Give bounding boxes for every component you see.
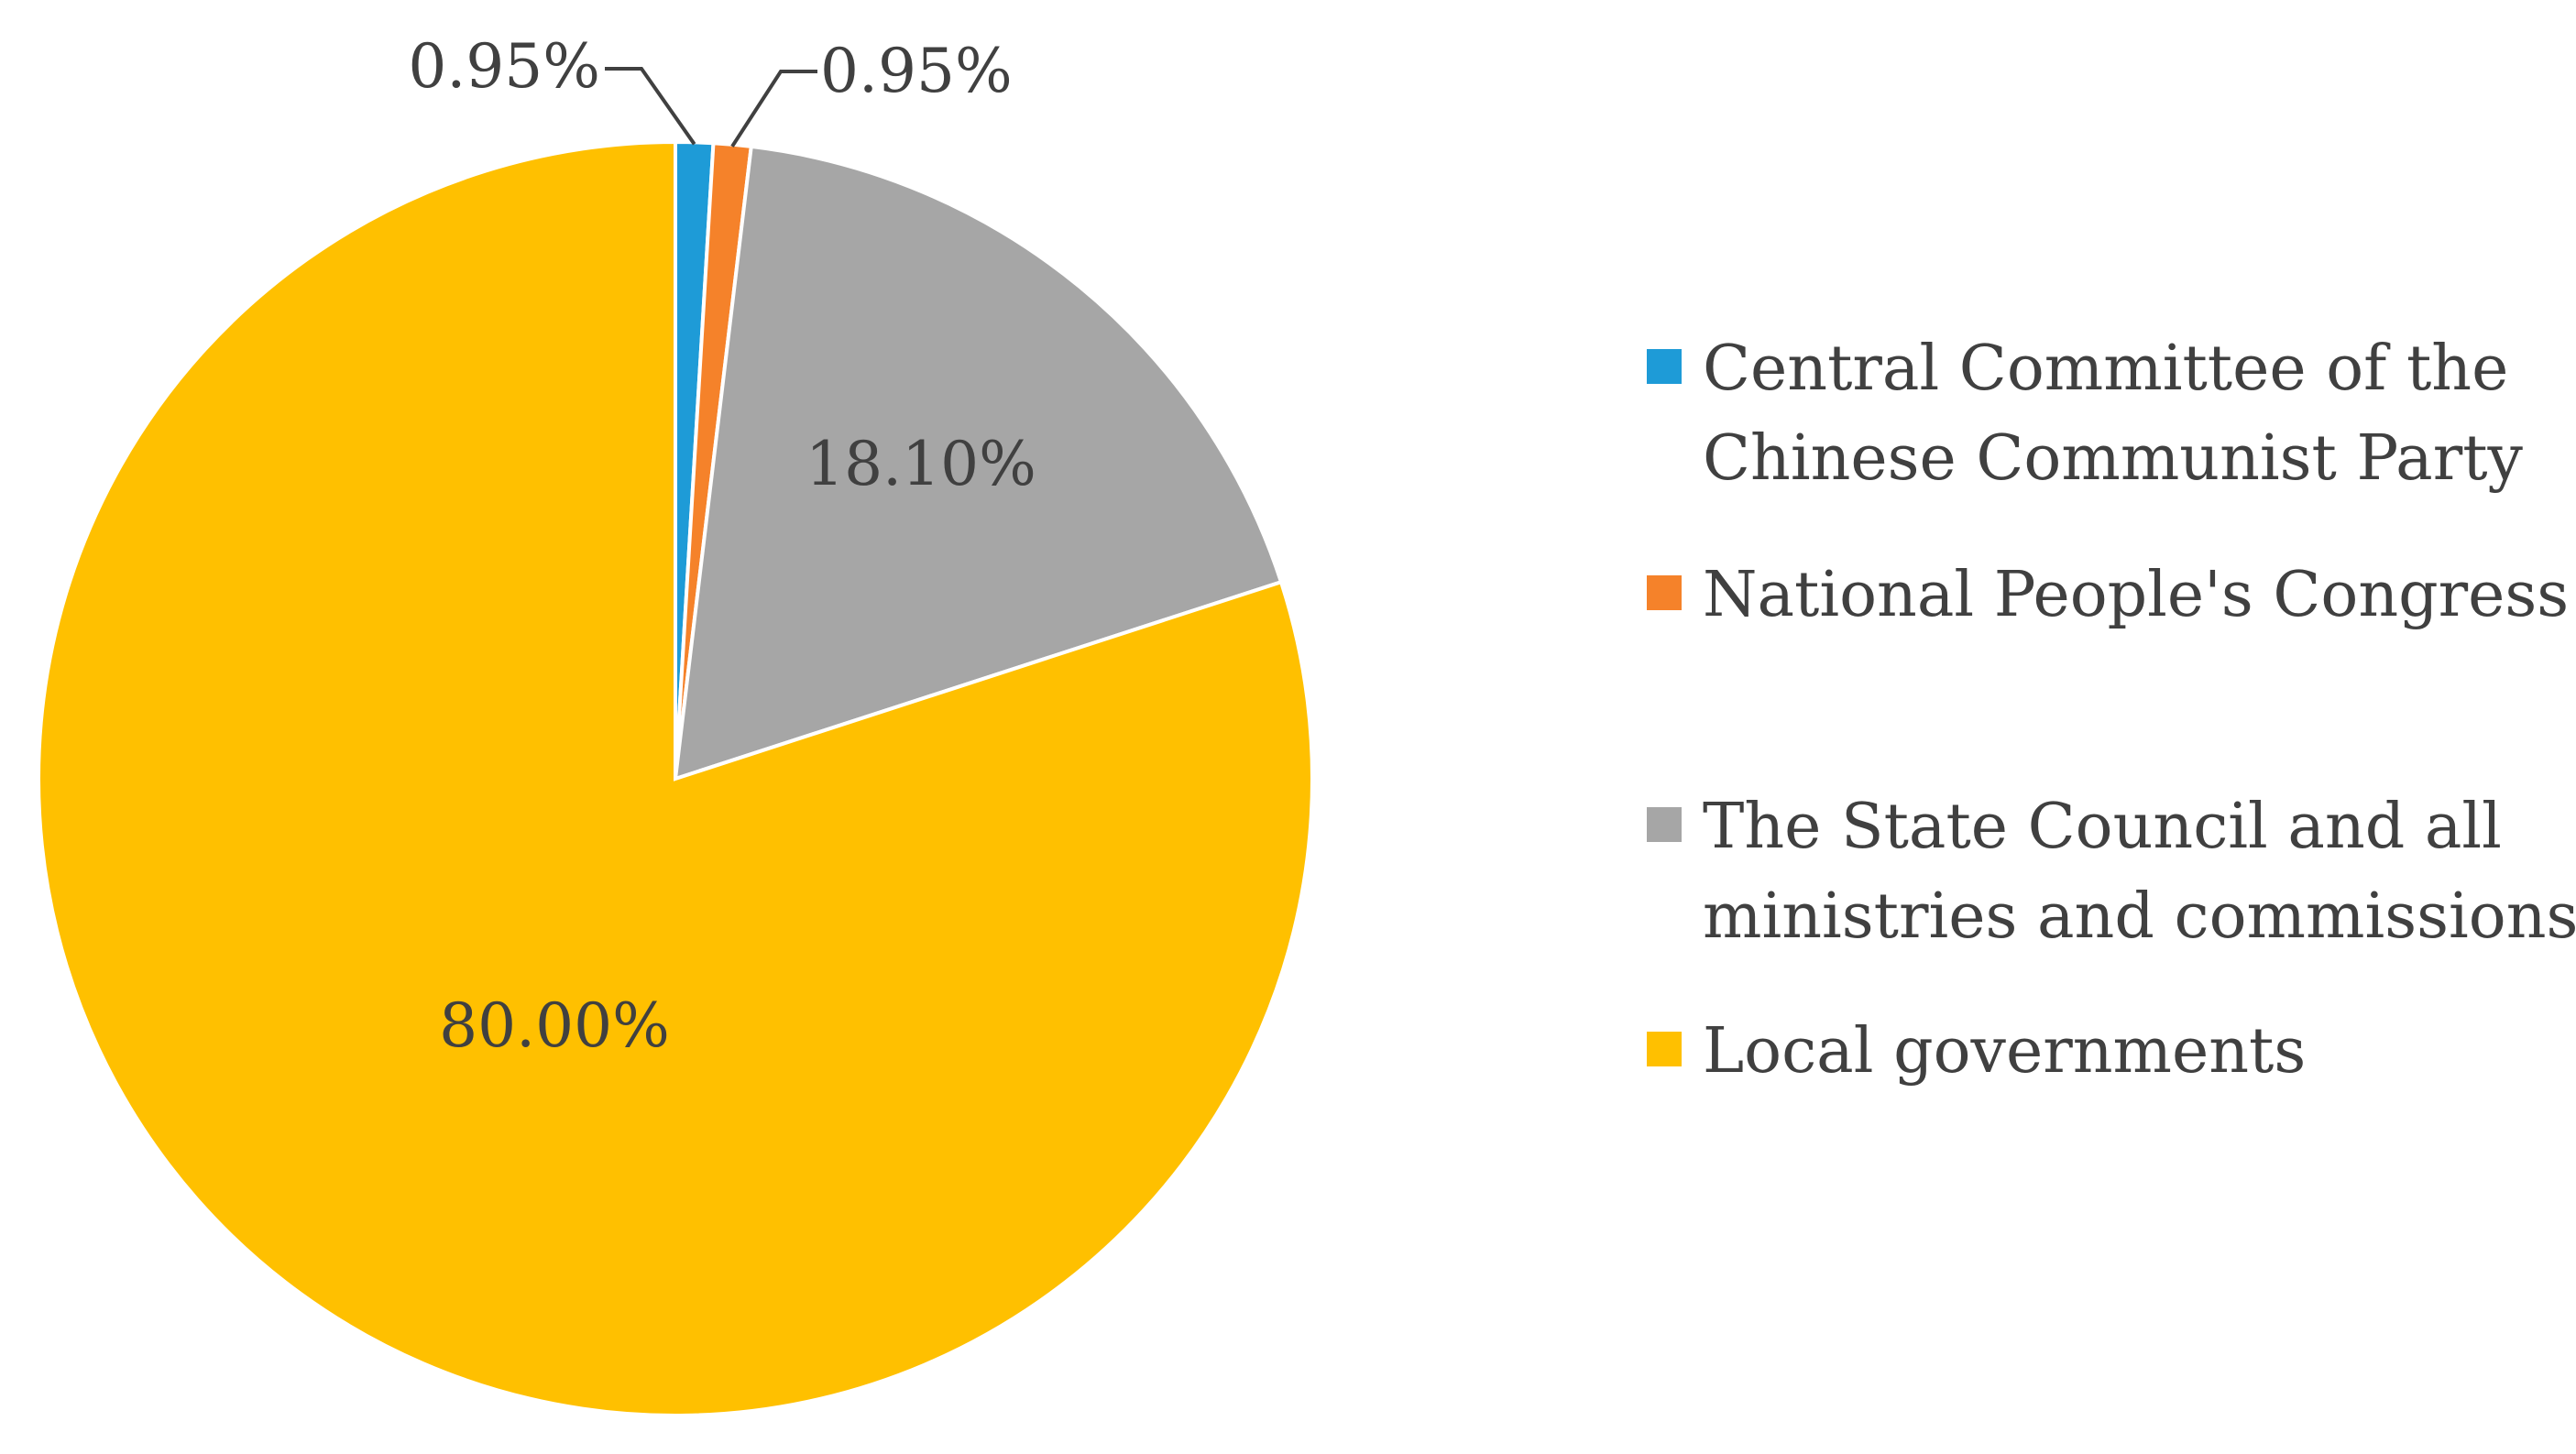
legend-label-line: Local governments (1703, 1015, 2306, 1088)
data-label-text: 80.00% (439, 990, 670, 1061)
leader-line-national-people-s-congress (730, 70, 817, 148)
legend-label-line: Chinese Communist Party (1703, 422, 2524, 495)
legend-entry-local-governments: Local governments (1647, 1015, 2306, 1088)
data-label-text: 0.95% (408, 31, 600, 102)
legend-label-line: Central Committee of the (1703, 333, 2508, 405)
legend: Central Committee of the Chinese Communis… (1647, 333, 2576, 1088)
pie-slice-the-state-council-and-all-ministries-and-commissions (673, 144, 1284, 782)
data-label-text: 18.10% (806, 429, 1036, 499)
data-label-text: 0.95% (820, 36, 1013, 106)
legend-label-line: National People's Congress (1703, 559, 2569, 631)
legend-swatch (1647, 807, 1682, 842)
data-label-central-committee-of-the-chinese-communist-party: 0.95% (408, 31, 696, 146)
legend-label-line: ministries and commissions (1703, 880, 2576, 953)
data-labels-layer: 0.95% 0.95% 18.10% 80.00% (408, 31, 1036, 1061)
legend-swatch (1647, 1032, 1682, 1066)
data-label-local-governments: 80.00% (439, 990, 670, 1061)
legend-entry-the-state-council-and-all-ministries-and-commissions: The State Council and all ministries and … (1647, 791, 2576, 953)
legend-entry-central-committee-of-the-chinese-communist-party: Central Committee of the Chinese Communis… (1647, 333, 2524, 495)
pie-slice-local-governments (36, 139, 1314, 1417)
data-label-the-state-council-and-all-ministries-and-commissions: 18.10% (806, 429, 1036, 499)
legend-entry-national-people-s-congress: National People's Congress (1647, 559, 2569, 631)
legend-label-line: The State Council and all (1703, 791, 2502, 863)
legend-swatch (1647, 349, 1682, 384)
data-label-national-people-s-congress: 0.95% (730, 36, 1013, 148)
legend-swatch (1647, 575, 1682, 610)
leader-line-central-committee-of-the-chinese-communist-party (605, 67, 696, 146)
slices-layer (36, 139, 1314, 1417)
